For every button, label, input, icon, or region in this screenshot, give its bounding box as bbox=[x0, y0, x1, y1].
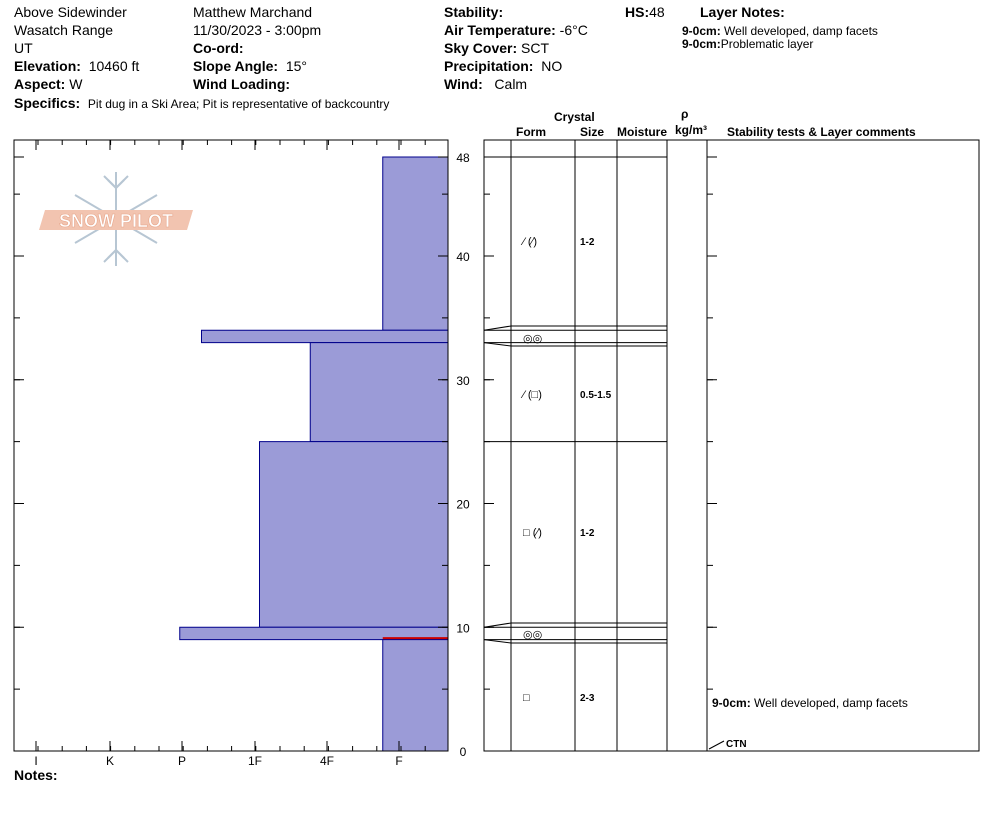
air-temp-value: -6°C bbox=[559, 22, 588, 38]
y-tick-label: 20 bbox=[456, 498, 470, 512]
air-temperature: Air Temperature: -6°C bbox=[444, 22, 588, 38]
plot-frame bbox=[13, 139, 449, 752]
layer-note: 9-0cm:Problematic layer bbox=[682, 37, 813, 51]
hardness-bar bbox=[382, 156, 449, 331]
layer-note-depth: 9-0cm: bbox=[682, 24, 721, 38]
stability-test-label: CTN bbox=[726, 739, 747, 750]
mountain-range: Wasatch Range bbox=[14, 22, 114, 38]
density-unit-header: kg/m³ bbox=[675, 123, 708, 137]
precip-value: NO bbox=[541, 58, 563, 74]
hs-label: HS: bbox=[625, 4, 650, 20]
hardness-bar bbox=[259, 441, 449, 628]
hardness-tick-label: I bbox=[34, 754, 37, 768]
hardness-tick-label: 1F bbox=[248, 754, 262, 768]
hardness-bar bbox=[309, 342, 449, 443]
crystal-size-label: 0.5-1.5 bbox=[580, 390, 612, 401]
precipitation: Precipitation: NO bbox=[444, 58, 562, 74]
wind-label: Wind: bbox=[444, 76, 483, 92]
elevation-value: 10460 ft bbox=[88, 58, 140, 74]
y-tick-label: 48 bbox=[456, 151, 470, 165]
size-header: Size bbox=[580, 125, 605, 139]
hardness-tick-label: F bbox=[395, 754, 402, 768]
slope-label: Slope Angle: bbox=[193, 58, 279, 74]
crystal-header: Crystal bbox=[554, 110, 595, 124]
elevation-label: Elevation: bbox=[14, 58, 81, 74]
aspect-value: W bbox=[69, 76, 83, 92]
crystal-form-symbol: ◎◎ bbox=[523, 333, 542, 345]
state: UT bbox=[14, 40, 33, 56]
hardness-tick-label: 4F bbox=[320, 754, 334, 768]
logo-banner bbox=[39, 210, 193, 230]
elevation: Elevation: 10460 ft bbox=[14, 58, 139, 74]
form-header: Form bbox=[516, 125, 546, 139]
test-pointer-line bbox=[708, 740, 725, 750]
wind-loading-label: Wind Loading: bbox=[193, 76, 291, 92]
hs-value: 48 bbox=[649, 4, 665, 20]
crystal-form-symbol: ◎◎ bbox=[523, 629, 542, 641]
aspect-label: Aspect: bbox=[14, 76, 66, 92]
hardness-bar bbox=[382, 639, 449, 752]
coord-label: Co-ord: bbox=[193, 40, 244, 56]
depth-connector-line bbox=[483, 622, 512, 628]
layer-note-text: Well developed, damp facets bbox=[724, 24, 878, 38]
observation-datetime: 11/30/2023 - 3:00pm bbox=[193, 22, 322, 38]
layer-note-depth: 9-0cm: bbox=[682, 37, 721, 51]
layer-note-text: Problematic layer bbox=[720, 37, 814, 51]
crystal-size-label: 1-2 bbox=[580, 237, 595, 248]
layer-comment: 9-0cm: Well developed, damp facets bbox=[712, 696, 908, 710]
sky-label: Sky Cover: bbox=[444, 40, 518, 56]
table-frame bbox=[483, 139, 980, 752]
moisture-header: Moisture bbox=[617, 125, 668, 139]
depth-connector-line bbox=[483, 342, 512, 347]
slope-value: 15° bbox=[285, 58, 307, 74]
sky-value: SCT bbox=[521, 40, 550, 56]
snowpilot-logo: SNOW PILOT bbox=[39, 172, 193, 266]
layer-note: 9-0cm: Well developed, damp facets bbox=[682, 24, 878, 38]
precip-label: Precipitation: bbox=[444, 58, 534, 74]
aspect: Aspect: W bbox=[14, 76, 82, 92]
air-temp-label: Air Temperature: bbox=[444, 22, 556, 38]
slope-angle: Slope Angle: 15° bbox=[193, 58, 307, 74]
layer-notes-title: Layer Notes: bbox=[700, 4, 785, 20]
crystal-form-symbol: ⁄ (□) bbox=[520, 389, 542, 401]
y-tick-label: 40 bbox=[456, 250, 470, 264]
observer-name: Matthew Marchand bbox=[193, 4, 313, 20]
depth-connector-line bbox=[483, 325, 512, 331]
hardness-tick-label: K bbox=[106, 754, 114, 768]
specifics-value: Pit dug in a Ski Area; Pit is representa… bbox=[87, 97, 390, 111]
sky-cover: Sky Cover: SCT bbox=[444, 40, 549, 56]
notes-label: Notes: bbox=[14, 767, 58, 783]
logo-text: SNOW PILOT bbox=[59, 211, 173, 231]
crystal-size-label: 1-2 bbox=[580, 528, 595, 539]
location-name: Above Sidewinder bbox=[14, 4, 127, 20]
specifics-label: Specifics: bbox=[14, 95, 81, 111]
crystal-form-symbol: ⁄ (⁄) bbox=[520, 236, 537, 248]
wind: Wind: Calm bbox=[444, 76, 527, 92]
hardness-bar bbox=[201, 329, 449, 344]
hardness-tick-label: P bbox=[178, 754, 186, 768]
wind-value: Calm bbox=[494, 76, 528, 92]
stability-label: Stability: bbox=[444, 4, 504, 20]
snow-height: HS:48 bbox=[625, 4, 665, 20]
y-tick-label: 30 bbox=[456, 374, 470, 388]
crystal-form-symbol: □ bbox=[523, 692, 530, 704]
rho-header: ρ bbox=[681, 107, 689, 121]
y-tick-label: 0 bbox=[460, 745, 467, 759]
crystal-size-label: 2-3 bbox=[580, 693, 595, 704]
depth-connector-line bbox=[483, 639, 512, 644]
y-tick-label: 10 bbox=[456, 621, 470, 635]
specifics: Specifics: Pit dug in a Ski Area; Pit is… bbox=[14, 95, 389, 111]
comments-header: Stability tests & Layer comments bbox=[727, 125, 916, 139]
crystal-form-symbol: □ (⁄) bbox=[523, 527, 542, 539]
